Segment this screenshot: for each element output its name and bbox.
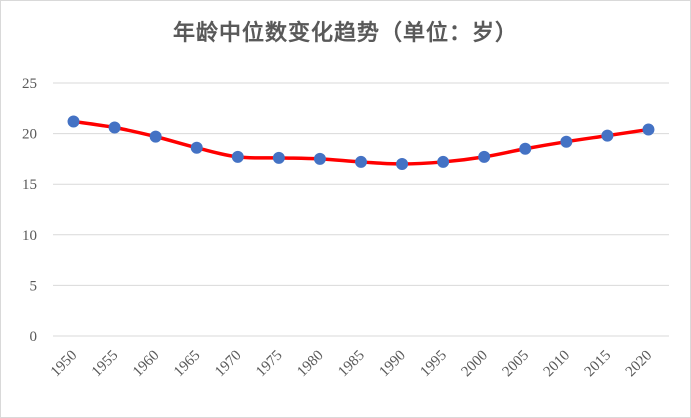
data-point <box>560 135 573 148</box>
y-tick-label: 5 <box>30 278 38 294</box>
x-tick-label: 2005 <box>500 348 533 381</box>
x-tick-label: 1970 <box>212 348 245 381</box>
x-tick-label: 1955 <box>89 348 122 381</box>
data-point <box>355 155 367 168</box>
data-point <box>231 150 244 163</box>
data-point <box>396 157 409 170</box>
y-tick-label: 0 <box>30 329 38 345</box>
data-point <box>149 130 162 143</box>
data-point <box>519 142 532 155</box>
x-tick-label: 2015 <box>582 348 615 381</box>
data-point <box>642 123 655 136</box>
x-tick-label: 1980 <box>294 348 327 381</box>
x-tick-label: 1995 <box>417 348 450 381</box>
y-tick-label: 10 <box>22 228 37 244</box>
x-tick-label: 2020 <box>623 348 656 381</box>
data-point <box>313 152 326 165</box>
data-point <box>108 121 121 134</box>
data-point <box>601 129 614 142</box>
y-tick-label: 15 <box>22 177 37 193</box>
x-tick-label: 1960 <box>130 348 163 381</box>
x-tick-label: 1985 <box>335 348 368 381</box>
x-tick-label: 1975 <box>253 348 286 381</box>
data-point <box>478 150 491 163</box>
data-point <box>272 151 285 164</box>
x-tick-label: 1965 <box>171 348 204 381</box>
x-tick-label: 1950 <box>48 348 81 381</box>
data-point <box>437 155 450 168</box>
data-point <box>190 141 203 154</box>
data-point <box>67 115 80 128</box>
y-tick-label: 20 <box>22 127 37 143</box>
x-tick-label: 2000 <box>459 348 492 381</box>
x-tick-label: 1990 <box>376 348 409 381</box>
y-tick-label: 25 <box>22 76 37 92</box>
chart-title: 年龄中位数变化趋势（单位：岁） <box>172 21 518 46</box>
x-tick-label: 2010 <box>541 348 574 381</box>
